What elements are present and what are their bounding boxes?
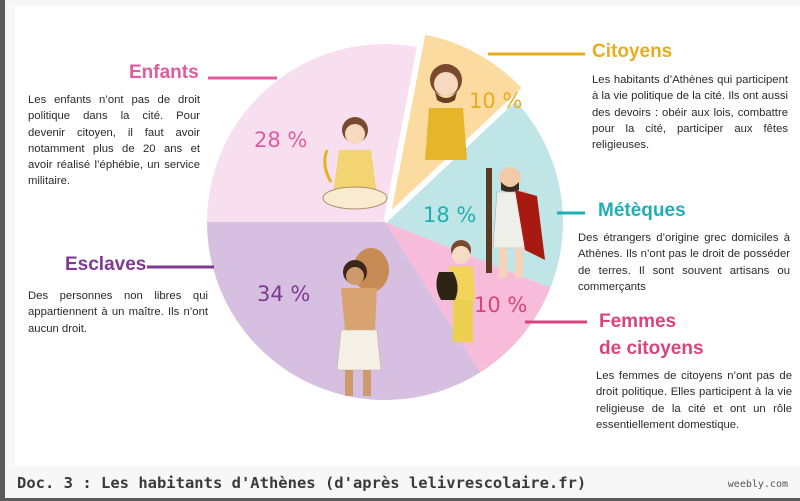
percent-esclaves: 34 % bbox=[257, 282, 311, 306]
description-meteques: Des étrangers d’origine grec domiciles à… bbox=[578, 232, 790, 293]
source-credit: weebly.com bbox=[727, 479, 788, 490]
description-femmes: Les femmes de citoyens n’ont pas de droi… bbox=[596, 370, 792, 431]
pie-chart bbox=[147, 34, 587, 401]
percent-meteques: 18 % bbox=[423, 203, 477, 227]
title-meteques: Métèques bbox=[598, 200, 686, 221]
percent-enfants: 28 % bbox=[254, 128, 308, 152]
title-femmes-line1: Femmes bbox=[599, 311, 677, 332]
title-enfants: Enfants bbox=[129, 62, 199, 83]
document-caption: Doc. 3 : Les habitants d'Athènes (d'aprè… bbox=[17, 474, 587, 492]
title-femmes-line2: de citoyens bbox=[599, 338, 704, 359]
child-illustration-icon bbox=[322, 117, 388, 210]
title-esclaves: Esclaves bbox=[65, 254, 147, 275]
metic-illustration-icon bbox=[486, 167, 545, 278]
description-esclaves: Des personnes non libres qui appartienne… bbox=[28, 290, 208, 335]
citizen-illustration-icon bbox=[425, 64, 467, 160]
woman-illustration-icon bbox=[436, 240, 475, 342]
slave-illustration-icon bbox=[336, 248, 389, 396]
description-enfants: Les enfants n’ont pas de droit politique… bbox=[28, 94, 200, 188]
title-citoyens: Citoyens bbox=[592, 41, 673, 62]
percent-femmes: 10 % bbox=[474, 293, 528, 317]
percent-citoyens: 10 % bbox=[469, 89, 523, 113]
description-citoyens: Les habitants d’Athènes qui participent … bbox=[592, 74, 788, 152]
